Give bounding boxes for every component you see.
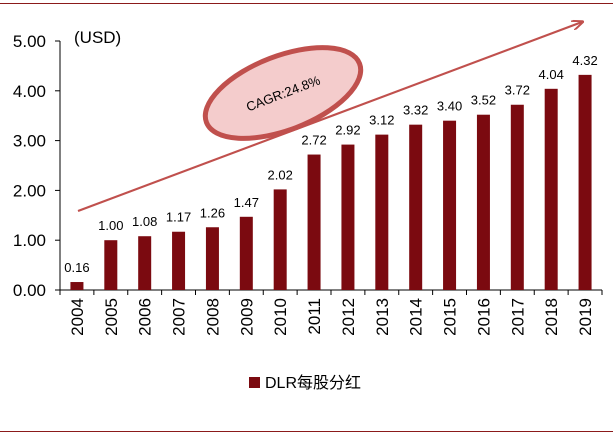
legend-label: DLR每股分红 (265, 374, 361, 392)
data-label-2006: 1.08 (132, 214, 157, 229)
data-label-2010: 2.02 (268, 167, 293, 182)
unit-label: (USD) (74, 28, 121, 47)
y-tick-label: 3.00 (13, 132, 46, 151)
bar-2008 (205, 227, 219, 290)
data-label-2012: 2.92 (335, 123, 360, 138)
data-label-2019: 4.32 (572, 53, 597, 68)
x-tick-label-2009: 2009 (237, 298, 256, 336)
data-label-2017: 3.72 (505, 83, 530, 98)
bar-2011 (307, 154, 321, 290)
x-tick-label-2019: 2019 (576, 298, 595, 336)
bar-2007 (172, 231, 186, 290)
x-tick-label-2006: 2006 (136, 298, 155, 336)
data-label-2015: 3.40 (437, 99, 462, 114)
x-tick-label-2005: 2005 (102, 298, 121, 336)
y-tick-label: 4.00 (13, 82, 46, 101)
y-tick-label: 1.00 (13, 231, 46, 250)
bar-2015 (443, 120, 457, 291)
data-label-2009: 1.47 (234, 195, 259, 210)
data-label-2008: 1.26 (200, 205, 225, 220)
data-label-2011: 2.72 (301, 133, 326, 148)
bar-2013 (375, 134, 389, 290)
bar-2019 (578, 74, 592, 290)
bar-2016 (476, 114, 490, 290)
bar-2009 (239, 216, 253, 290)
trend-arrow (77, 22, 582, 213)
data-label-2014: 3.32 (403, 103, 428, 118)
bar-2004 (70, 282, 84, 290)
bar-2018 (544, 88, 558, 290)
bar-2014 (409, 124, 423, 290)
y-tick-label: 2.00 (13, 181, 46, 200)
x-tick-label-2007: 2007 (170, 298, 189, 336)
data-label-2018: 4.04 (539, 67, 564, 82)
top-frame-line (0, 3, 613, 4)
x-tick-label-2010: 2010 (271, 298, 290, 336)
data-label-2016: 3.52 (471, 93, 496, 108)
x-tick-label-2016: 2016 (474, 298, 493, 336)
x-tick-label-2004: 2004 (68, 298, 87, 336)
data-label-2013: 3.12 (369, 113, 394, 128)
cagr-ellipse (202, 45, 364, 141)
data-label-2005: 1.00 (98, 218, 123, 233)
x-tick-label-2017: 2017 (508, 298, 527, 336)
x-tick-label-2008: 2008 (203, 298, 222, 336)
x-tick-label-2014: 2014 (407, 298, 426, 336)
bar-2005 (104, 240, 118, 290)
bar-2012 (341, 144, 355, 290)
x-tick-label-2018: 2018 (542, 298, 561, 336)
data-label-2004: 0.16 (64, 260, 89, 275)
bar-2017 (510, 104, 524, 290)
data-label-2007: 1.17 (166, 210, 191, 225)
y-tick-label: 0.00 (13, 281, 46, 300)
bar-2010 (273, 189, 287, 290)
y-tick-label: 5.00 (13, 32, 46, 51)
bar-2006 (138, 236, 152, 290)
bottom-frame-line (0, 431, 613, 432)
x-tick-label-2012: 2012 (339, 298, 358, 336)
x-tick-label-2011: 2011 (305, 298, 324, 335)
x-tick-label-2013: 2013 (373, 298, 392, 336)
legend-swatch (249, 377, 260, 388)
x-tick-label-2015: 2015 (441, 298, 460, 336)
